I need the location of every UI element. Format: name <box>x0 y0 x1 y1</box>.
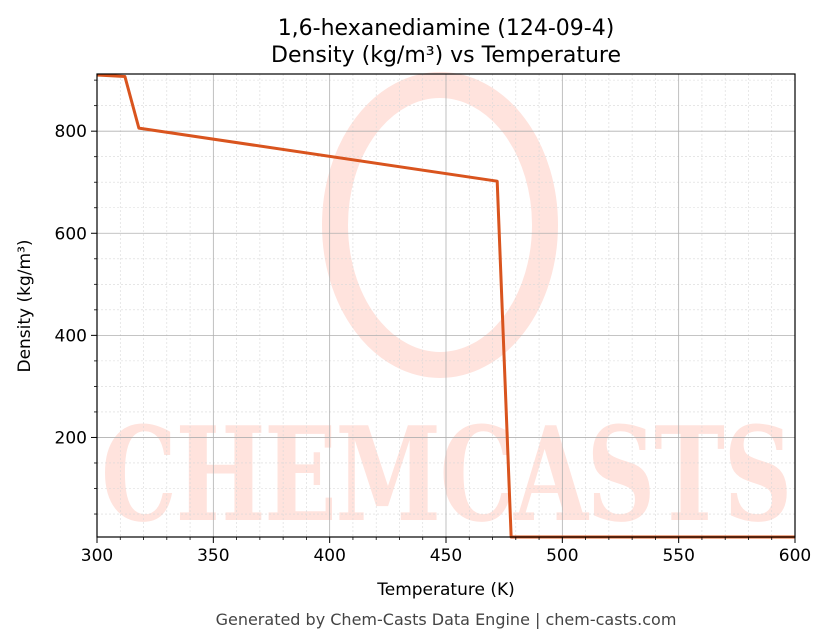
x-axis-ticks: 300 350 400 450 500 550 600 <box>81 537 811 566</box>
watermark-text: CHEMCASTS <box>101 398 791 551</box>
x-axis-label: Temperature (K) <box>376 580 515 600</box>
x-tick-label: 350 <box>197 546 229 566</box>
y-tick-label: 600 <box>55 224 87 244</box>
x-tick-label: 450 <box>430 546 462 566</box>
x-tick-label: 400 <box>313 546 345 566</box>
x-tick-label: 600 <box>779 546 811 566</box>
y-axis-ticks: 200 400 600 800 <box>55 79 97 515</box>
y-axis-label: Density (kg/m³) <box>15 239 35 372</box>
y-tick-label: 400 <box>55 326 87 346</box>
watermark: CHEMCASTS <box>101 72 793 551</box>
x-tick-label: 550 <box>662 546 694 566</box>
watermark-logo-ring <box>322 72 558 378</box>
y-tick-label: 200 <box>55 428 87 448</box>
footer-credit: Generated by Chem-Casts Data Engine | ch… <box>216 610 677 629</box>
chart-title: 1,6-hexanediamine (124-09-4) <box>278 16 615 41</box>
x-tick-label: 300 <box>81 546 113 566</box>
y-tick-label: 800 <box>55 122 87 142</box>
x-tick-label: 500 <box>546 546 578 566</box>
chart-subtitle: Density (kg/m³) vs Temperature <box>271 43 621 68</box>
